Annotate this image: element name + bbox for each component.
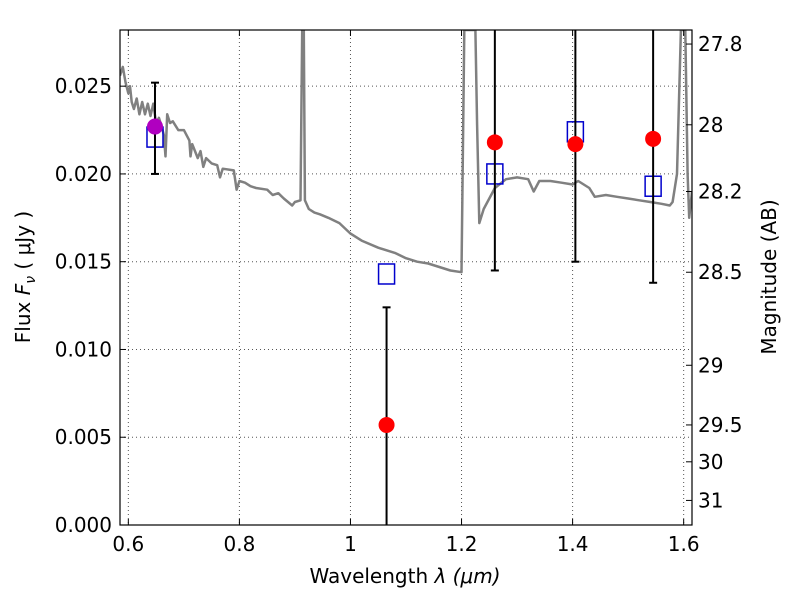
- x-tick-label: 1.4: [557, 532, 589, 556]
- y-tick-label: 0.000: [55, 513, 112, 537]
- observed-flux-point: [378, 416, 395, 433]
- y-tick-label: 0.005: [55, 425, 112, 449]
- ticks: 0.8 1 1.2 1.4 1.6 0.60.000 0.005 0.010 0.015 0.02…: [55, 30, 743, 556]
- y-tick-label: 0.020: [55, 162, 112, 186]
- x-tick-label: 1: [344, 532, 357, 556]
- observed-flux-point: [645, 130, 662, 147]
- observed-flux-point: [567, 136, 584, 153]
- y2-tick-label: 28: [698, 113, 723, 137]
- x-tick-label: 1.6: [668, 532, 700, 556]
- y2-tick-label: 27.8: [698, 32, 743, 56]
- y2-tick-label: 30: [698, 450, 723, 474]
- y-axis-label: Flux Fν ( μJy ): [11, 211, 39, 343]
- x-tick-label: 0.6: [112, 532, 144, 556]
- plot-frame: [119, 29, 693, 526]
- data-layer: [120, 30, 692, 525]
- observed-flux-point: [486, 134, 503, 151]
- y2-tick-label: 29: [698, 353, 723, 377]
- y2-tick-label: 29.5: [698, 413, 743, 437]
- x-axis-label: Wavelength λ (μm): [309, 564, 500, 588]
- y2-tick-label: 28.2: [698, 179, 743, 203]
- y2-tick-label: 31: [698, 488, 723, 512]
- y-tick-label: 0.025: [55, 74, 112, 98]
- y2-axis-label: Magnitude (AB): [757, 199, 781, 354]
- model-band-marker: [377, 263, 396, 285]
- y2-tick-label: 28.5: [698, 260, 743, 284]
- y-tick-label: 0.010: [55, 337, 112, 361]
- x-tick-label: 1.2: [446, 532, 478, 556]
- y-tick-label: 0.015: [55, 250, 112, 274]
- x-tick-label: 0.8: [223, 532, 255, 556]
- observed-flux-point: [146, 118, 163, 135]
